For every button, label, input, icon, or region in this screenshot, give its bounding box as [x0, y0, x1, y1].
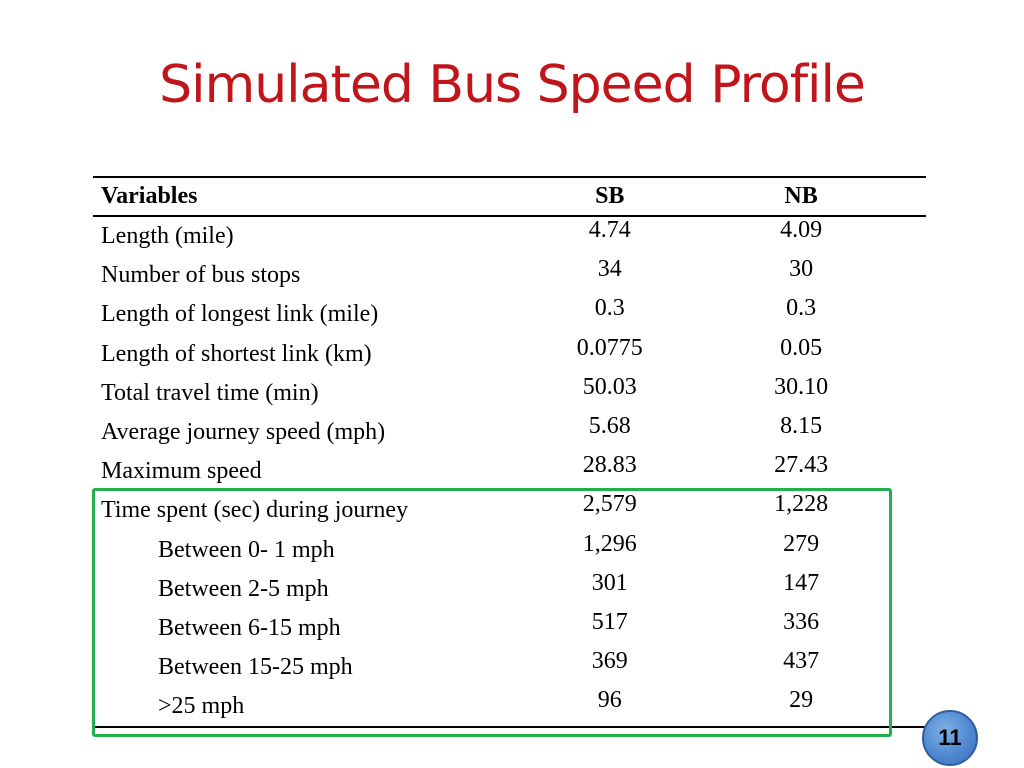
nb-cell: 27.43 — [676, 452, 926, 491]
nb-value: 30 — [789, 256, 814, 283]
table-row: Maximum speed 28.83 27.43 — [93, 452, 926, 491]
table-row: Between 0- 1 mph 1,296 279 — [93, 531, 926, 570]
sb-cell: 5.68 — [543, 413, 676, 452]
sb-value: 2,579 — [582, 491, 637, 518]
nb-value: 0.3 — [786, 295, 817, 322]
nb-value: 279 — [783, 530, 820, 557]
row-label: Between 6-15 mph — [158, 614, 341, 641]
nb-cell: 8.15 — [676, 413, 926, 452]
table-row: Total travel time (min) 50.03 30.10 — [93, 374, 926, 413]
row-label: Number of bus stops — [101, 262, 301, 289]
row-label: Time spent (sec) during journey — [101, 497, 409, 524]
row-label: >25 mph — [158, 693, 245, 720]
table-row: Length (mile) 4.74 4.09 — [93, 216, 926, 256]
sb-cell: 50.03 — [543, 374, 676, 413]
table-row: >25 mph 96 29 — [93, 687, 926, 728]
header-variables: Variables — [101, 183, 198, 209]
nb-cell: 336 — [676, 609, 926, 648]
nb-value: 27.43 — [774, 452, 829, 479]
table-header-row: Variables SB NB — [93, 177, 926, 216]
table-body: Length (mile) 4.74 4.09 Number of bus stops… — [93, 216, 926, 728]
table-row: Length of shortest link (km) 0.0775 0.05 — [93, 335, 926, 374]
row-label: Length of longest link (mile) — [101, 301, 379, 328]
sb-value: 5.68 — [588, 413, 631, 440]
header-nb: NB — [784, 183, 818, 209]
page-number-badge: 11 — [922, 710, 978, 766]
row-label: Maximum speed — [101, 458, 262, 485]
nb-cell: 279 — [676, 531, 926, 570]
sb-value: 0.0775 — [576, 334, 643, 361]
nb-cell: 29 — [676, 687, 926, 727]
nb-value: 4.09 — [780, 217, 823, 244]
sb-value: 50.03 — [582, 373, 637, 400]
nb-cell: 437 — [676, 648, 926, 687]
sb-value: 0.3 — [594, 295, 625, 322]
sb-value: 96 — [597, 687, 622, 714]
slide-title: Simulated Bus Speed Profile — [159, 55, 866, 115]
table-row: Number of bus stops 34 30 — [93, 256, 926, 295]
row-label: Between 15-25 mph — [158, 654, 353, 681]
sb-value: 301 — [591, 569, 628, 596]
table-row: Between 2-5 mph 301 147 — [93, 570, 926, 609]
table-row: Average journey speed (mph) 5.68 8.15 — [93, 413, 926, 452]
nb-value: 1,228 — [774, 491, 829, 518]
row-label: Between 0- 1 mph — [158, 536, 335, 563]
sb-value: 1,296 — [582, 530, 637, 557]
nb-cell: 147 — [676, 570, 926, 609]
sb-cell: 369 — [543, 648, 676, 687]
sb-cell: 28.83 — [543, 452, 676, 491]
row-label: Length (mile) — [101, 223, 234, 250]
nb-value: 8.15 — [780, 413, 823, 440]
table-row: Between 15-25 mph 369 437 — [93, 648, 926, 687]
nb-cell: 4.09 — [676, 216, 926, 256]
nb-value: 0.05 — [780, 334, 823, 361]
sb-cell: 2,579 — [543, 491, 676, 530]
nb-cell: 1,228 — [676, 491, 926, 530]
sb-value: 34 — [597, 256, 622, 283]
table-row: Time spent (sec) during journey 2,579 1,22… — [93, 491, 926, 530]
nb-value: 336 — [783, 608, 820, 635]
sb-cell: 4.74 — [543, 216, 676, 256]
nb-value: 437 — [783, 648, 820, 675]
row-label: Average journey speed (mph) — [101, 419, 386, 446]
nb-value: 147 — [783, 569, 820, 596]
nb-cell: 30.10 — [676, 374, 926, 413]
row-label: Between 2-5 mph — [158, 575, 329, 602]
nb-cell: 0.3 — [676, 295, 926, 334]
nb-cell: 0.05 — [676, 335, 926, 374]
nb-value: 29 — [789, 687, 814, 714]
sb-value: 28.83 — [582, 452, 637, 479]
sb-cell: 0.3 — [543, 295, 676, 334]
sb-cell: 301 — [543, 570, 676, 609]
speed-profile-table: Variables SB NB Length (mile) 4.74 4.09 Num… — [93, 176, 926, 728]
header-sb: SB — [595, 183, 625, 209]
row-label: Length of shortest link (km) — [101, 340, 372, 367]
sb-cell: 34 — [543, 256, 676, 295]
sb-value: 517 — [591, 608, 628, 635]
sb-cell: 96 — [543, 687, 676, 727]
sb-cell: 517 — [543, 609, 676, 648]
sb-cell: 1,296 — [543, 531, 676, 570]
sb-value: 4.74 — [588, 217, 631, 244]
nb-value: 30.10 — [774, 373, 829, 400]
nb-cell: 30 — [676, 256, 926, 295]
row-label: Total travel time (min) — [101, 379, 319, 406]
table-row: Between 6-15 mph 517 336 — [93, 609, 926, 648]
sb-value: 369 — [591, 648, 628, 675]
table-row: Length of longest link (mile) 0.3 0.3 — [93, 295, 926, 334]
sb-cell: 0.0775 — [543, 335, 676, 374]
